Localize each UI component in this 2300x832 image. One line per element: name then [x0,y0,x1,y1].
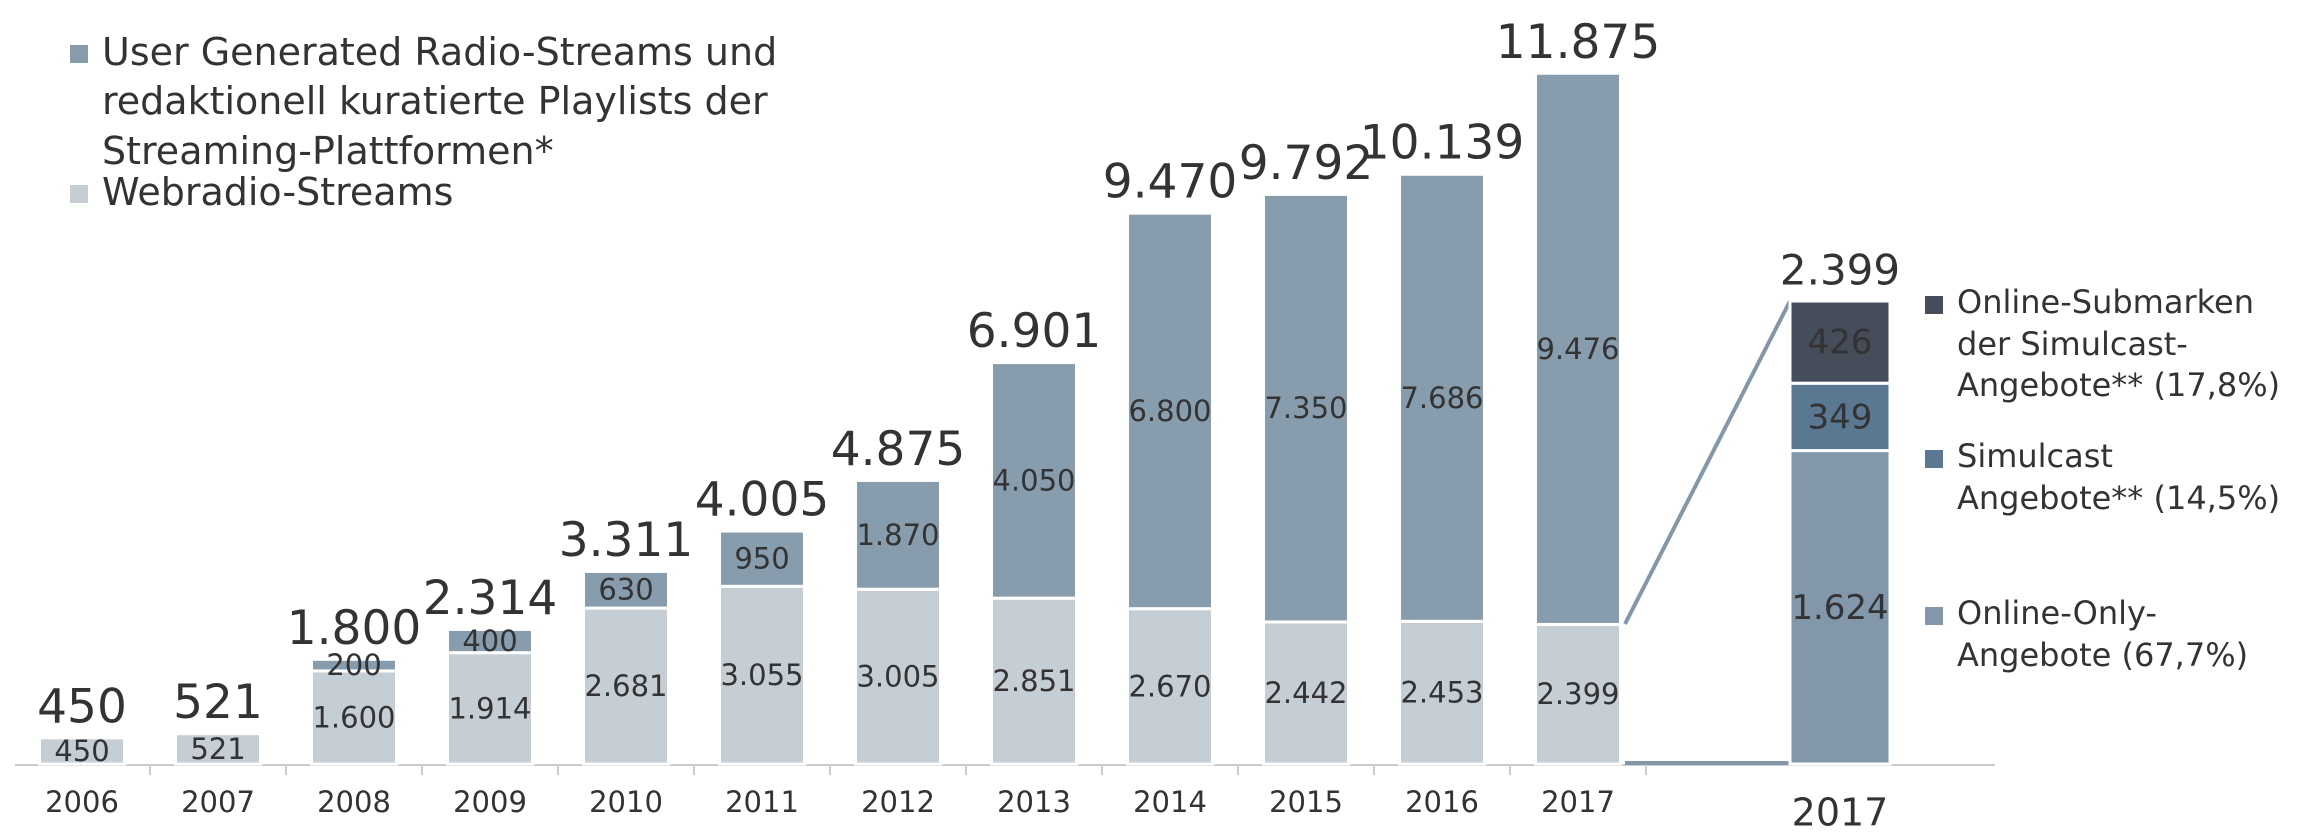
segment-label: 1.600 [312,700,395,734]
segment-label: 950 [734,542,789,576]
segment-label: 2.442 [1264,676,1347,710]
bar-segment [990,361,1078,600]
legend-swatch [1925,450,1943,469]
total-label: 9.792 [1239,136,1374,191]
bar-segment [1534,71,1622,626]
bar-segment [1788,299,1892,385]
bar-segment [310,669,398,766]
bar-segment [446,651,534,766]
segment-label: 3.055 [720,658,803,692]
bar-segment [446,627,534,655]
x-tick-label: 2015 [1269,785,1343,819]
total-label: 9.470 [1103,155,1238,210]
segment-label: 450 [54,734,109,768]
x-tick-label: 2017 [1541,785,1615,819]
segment-label: 200 [326,648,381,682]
bar-segment [310,657,398,673]
total-label: 11.875 [1496,15,1660,70]
x-tick-label: 2017 [1792,791,1889,832]
legend-entry: Simulcast Angebote** (14,5%) [1925,436,2295,519]
segment-label: 6.800 [1128,394,1211,428]
x-tick-label: 2007 [181,785,255,819]
bar-segment [1534,622,1622,766]
legend-entry: Online-Submarken der Simulcast-Angebote*… [1925,282,2295,407]
total-label: 3.311 [559,513,694,568]
total-label: 6.901 [967,304,1102,359]
bar-segment [854,478,942,591]
legend-entry: User Generated Radio-Streams und redakti… [70,28,970,176]
legend-label: Webradio-Streams [102,170,454,214]
segment-label: 7.350 [1264,391,1347,425]
segment-label: 7.686 [1400,381,1483,415]
legend-label: Simulcast Angebote** (14,5%) [1957,437,2281,517]
total-label: 2.314 [423,571,558,626]
segment-label: 400 [462,624,517,658]
bar-segment [1126,211,1214,611]
legend-swatch [1925,607,1943,626]
bar-segment [38,736,126,766]
segment-label: 2.453 [1400,676,1483,710]
segment-label: 2.399 [1536,677,1619,711]
segment-label: 2.670 [1128,669,1211,703]
segment-label: 9.476 [1536,332,1619,366]
legend-swatch [70,185,88,204]
total-label: 2.399 [1780,245,1900,294]
bar-segment [990,596,1078,766]
bar-segment [582,569,670,610]
segment-label: 4.050 [992,463,1075,497]
x-tick-label: 2008 [317,785,391,819]
connector-top [1623,300,1792,625]
x-tick-label: 2009 [453,785,527,819]
legend-label: Online-Submarken der Simulcast-Angebote*… [1957,283,2281,405]
bar-segment [1262,192,1350,624]
total-label: 4.875 [831,422,966,477]
x-tick-label: 2014 [1133,785,1207,819]
legend-entry: Online-Only-Angebote (67,7%) [1925,593,2295,676]
total-label: 10.139 [1360,116,1524,171]
total-label: 450 [37,679,127,734]
bar-segment [1262,620,1350,766]
segment-label: 1.624 [1791,588,1888,628]
segment-label: 426 [1808,323,1873,363]
bar-segment [718,529,806,588]
total-label: 1.800 [287,601,422,656]
segment-label: 521 [190,732,245,766]
x-tick-label: 2012 [861,785,935,819]
segment-label: 1.914 [448,691,531,725]
bar-segment [582,606,670,766]
x-tick-label: 2011 [725,785,799,819]
bar-segment [1788,381,1892,453]
segment-label: 3.005 [856,660,939,694]
legend-entry: Webradio-Streams [70,168,970,217]
x-tick-label: 2006 [45,785,119,819]
total-label: 521 [173,675,263,730]
legend-label: User Generated Radio-Streams und redakti… [102,30,778,173]
segment-label: 1.870 [856,518,939,552]
segment-label: 2.681 [584,669,667,703]
segment-label: 630 [598,573,653,607]
x-tick-label: 2013 [997,785,1071,819]
x-tick-label: 2010 [589,785,663,819]
segment-label: 349 [1808,397,1873,437]
x-tick-label: 2016 [1405,785,1479,819]
legend-label: Online-Only-Angebote (67,7%) [1957,594,2249,674]
bar-segment [1398,619,1486,766]
bar-segment [1126,607,1214,766]
bar-segment [854,587,942,766]
total-label: 4.005 [695,473,830,528]
legend-swatch [70,45,88,64]
bar-segment [1398,172,1486,623]
segment-label: 2.851 [992,664,1075,698]
legend-swatch [1925,296,1943,315]
bar-segment [174,732,262,766]
